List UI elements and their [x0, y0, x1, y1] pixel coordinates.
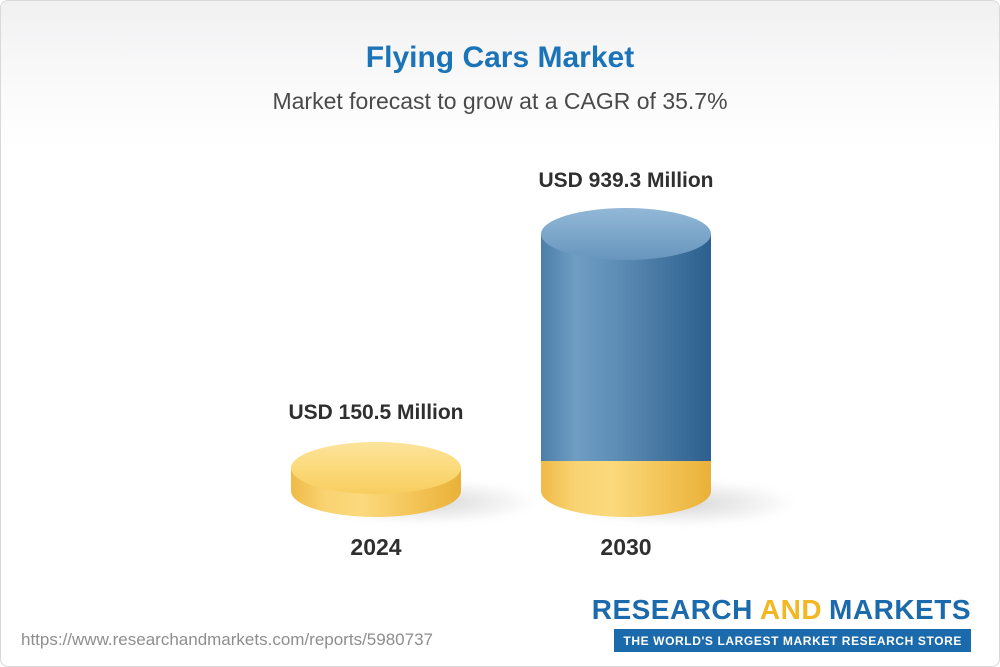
- logo-word-research: RESEARCH: [591, 594, 753, 625]
- category-label-2030: 2030: [600, 534, 652, 560]
- bar-2024-top-ellipse: [291, 442, 461, 494]
- bar-2030-top-ellipse: [541, 208, 711, 260]
- page-subtitle: Market forecast to grow at a CAGR of 35.…: [272, 88, 728, 114]
- bar-2030-gold-base-segment: [541, 461, 711, 517]
- research-and-markets-logo: RESEARCH AND MARKETS THE WORLD'S LARGEST M…: [592, 594, 971, 652]
- logo-tagline: THE WORLD'S LARGEST MARKET RESEARCH STOR…: [614, 629, 971, 652]
- bar-cylinder-2024: [291, 442, 461, 517]
- category-label-2024: 2024: [350, 534, 402, 560]
- report-source-url[interactable]: https://www.researchandmarkets.com/repor…: [21, 630, 433, 649]
- logo-word-markets: MARKETS: [829, 594, 971, 625]
- bar-cylinder-2030: [541, 208, 711, 517]
- page-title: Flying Cars Market: [365, 41, 635, 74]
- logo-wordmark: RESEARCH AND MARKETS: [592, 594, 971, 626]
- value-label-2030: USD 939.3 Million: [538, 169, 714, 192]
- bar-2030-blue-body: [541, 234, 711, 461]
- value-label-2024: USD 150.5 Million: [288, 401, 464, 424]
- logo-word-and: AND: [759, 594, 823, 625]
